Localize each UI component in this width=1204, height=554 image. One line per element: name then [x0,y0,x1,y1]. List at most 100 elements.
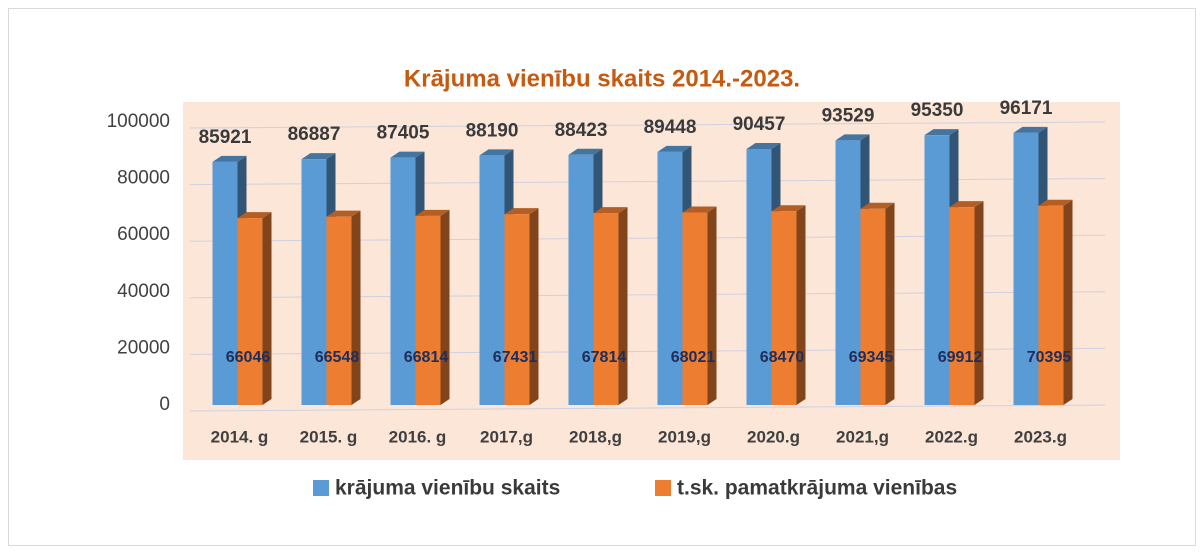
bar-side [440,209,450,405]
bar [682,206,717,405]
data-label: 66548 [315,349,360,366]
bar-top [746,143,781,150]
bar [237,212,272,405]
bar-top [657,145,692,152]
y-tick-label: 40000 [117,281,170,302]
data-label: 88423 [555,120,608,141]
data-label: 93529 [822,105,875,126]
data-label: 67431 [493,349,538,366]
bar-front [504,214,530,405]
bar-top [860,202,895,209]
y-tick-label: 0 [159,394,170,415]
y-tick-label: 20000 [117,337,170,358]
bar-front [924,135,950,406]
bar-side [885,202,895,405]
x-tick-label: 2019,g [658,427,711,446]
data-label: 69345 [849,349,894,366]
bar-top [1038,199,1073,206]
bar-top [504,208,539,215]
data-label: 70395 [1027,349,1072,366]
data-label: 86887 [288,124,341,145]
bar-top [390,151,425,158]
bar-front [746,149,772,405]
bar-front [568,154,594,405]
bar-side [351,210,361,405]
bar-top [326,210,361,217]
x-tick-label: 2017,g [480,427,533,446]
grid-line [189,121,1106,129]
bar-top [301,153,336,160]
bar [771,205,806,405]
data-label: 96171 [1000,98,1053,119]
x-tick-label: 2018,g [569,427,622,446]
data-label: 95350 [911,100,964,121]
bar-side [618,207,628,405]
bar-side [796,205,806,405]
bar-front [682,212,708,405]
bar [593,207,628,405]
data-label: 67814 [582,349,627,366]
y-tick-label: 100000 [107,111,170,132]
bar-top [593,207,628,214]
bar-side [707,206,717,405]
legend-label: krājuma vienību skaits [335,477,560,500]
bar-front [390,157,416,405]
bar-front [771,211,797,405]
data-label: 66046 [226,349,271,366]
bar [504,208,539,405]
bar-top [682,206,717,213]
data-label: 68470 [760,349,805,366]
x-tick-label: 2021,g [836,427,889,446]
bar-front [212,161,238,405]
data-label: 69912 [938,349,983,366]
bar [949,201,984,405]
bar-top [835,134,870,141]
bar-top [237,212,272,219]
bar-front [237,218,263,405]
data-label: 90457 [733,114,786,135]
bar-front [415,215,441,405]
bar [326,210,361,405]
bar-top [212,155,247,162]
bar-top [1013,126,1048,133]
x-tick-label: 2016. g [389,427,447,446]
bar-front [835,140,861,405]
bar-top [479,149,514,156]
grid-line [189,404,1106,412]
legend-swatch [313,480,329,496]
data-label: 88190 [466,120,519,141]
data-label: 87405 [377,123,430,144]
bar-side [974,201,984,405]
bar-front [479,155,505,405]
bar-side [1063,199,1073,405]
chart-title: Krājuma vienību skaits 2014.-2023. [404,65,800,92]
bar [860,202,895,405]
data-label: 85921 [199,127,252,148]
data-label: 68021 [671,349,716,366]
y-tick-label: 80000 [117,168,170,189]
data-label: 66814 [404,349,449,366]
bar-side [529,208,539,405]
bar-top [771,205,806,212]
bar-front [949,207,975,405]
bar-front [860,208,886,405]
data-label: 89448 [644,117,697,138]
bar-top [568,148,603,155]
bar-front [657,151,683,405]
bar-side [262,212,272,405]
x-tick-label: 2014. g [211,427,269,446]
y-tick-label: 60000 [117,224,170,245]
x-tick-label: 2015. g [300,427,358,446]
bar-top [949,201,984,208]
plot: 0 20000 40000 60000 80000 100000 2014. g 85921 6… [107,98,1106,500]
bar-front [593,213,619,405]
bar-top [924,129,959,136]
bar-top [415,209,450,216]
legend-label: t.sk. pamatkrājuma vienības [677,477,957,500]
bar [415,209,450,405]
legend-swatch [655,480,671,496]
bar-front [1038,205,1064,405]
x-tick-label: 2020.g [747,427,800,446]
bar-front [1013,132,1039,406]
